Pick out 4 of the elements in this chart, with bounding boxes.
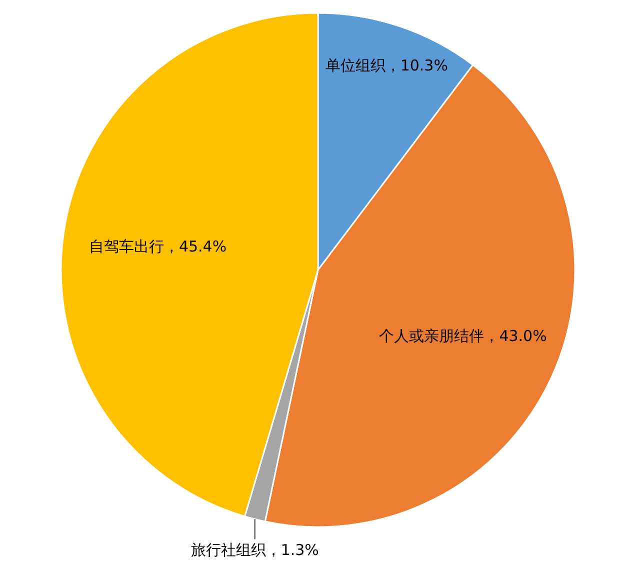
slice-label: 单位组织，10.3% xyxy=(325,56,448,74)
slice-label: 自驾车出行，45.4% xyxy=(88,238,227,256)
slice-label: 个人或亲朋结伴，43.0% xyxy=(379,327,547,346)
slice-label: 旅行社组织，1.3% xyxy=(190,541,319,560)
